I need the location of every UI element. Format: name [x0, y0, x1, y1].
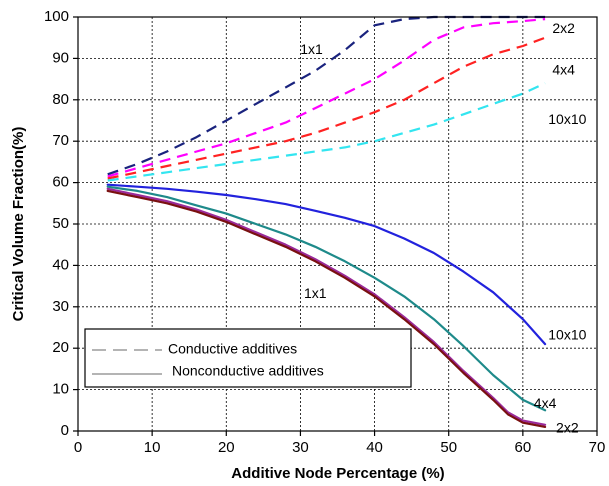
y-tick-label: 90	[52, 49, 69, 66]
series-line-7	[106, 187, 547, 426]
y-tick-label: 30	[52, 298, 69, 315]
legend-box	[84, 328, 412, 388]
annotation-label: 10x10	[548, 111, 586, 127]
y-tick-label: 20	[52, 339, 69, 356]
annotation-label: 4x4	[534, 395, 557, 411]
annotation-label: 2x2	[556, 420, 579, 436]
y-tick-label: 40	[52, 256, 69, 273]
annotation-label: 4x4	[552, 62, 575, 78]
x-tick-label: 20	[218, 439, 235, 456]
x-tick-label: 10	[144, 439, 161, 456]
annotations: 1x1 2x2 4x4 10x10 1x1 10x10 4x4 2x2	[300, 20, 586, 436]
series-line-2	[107, 18, 546, 178]
annotation-label: 1x1	[304, 285, 327, 301]
x-axis-label: Additive Node Percentage (%)	[231, 465, 444, 482]
y-tick-label: 100	[44, 8, 69, 25]
y-axis-label: Critical Volume Fraction(%)	[10, 127, 27, 322]
x-tick-label: 40	[366, 439, 383, 456]
annotation-label: 10x10	[548, 326, 586, 342]
series-group	[106, 15, 547, 428]
annotation-label: 2x2	[552, 20, 575, 36]
x-tick-label: 60	[515, 439, 532, 456]
y-tick-label: 10	[52, 381, 69, 398]
y-tick-label: 50	[52, 215, 69, 232]
axes: 0 10 20 30 40 50 60 70 0 10 20 30 40 50 60 70 80 90 100	[44, 8, 605, 456]
series-line-4	[107, 82, 546, 182]
legend-label-conductive: Conductive additives	[168, 341, 297, 357]
series-line-1	[107, 15, 546, 176]
series-line-5	[106, 183, 547, 346]
y-tick-label: 0	[61, 422, 69, 439]
annotation-label: 1x1	[300, 41, 323, 57]
series-line-8	[106, 189, 547, 428]
y-tick-label: 80	[52, 91, 69, 108]
series-line-6	[106, 185, 547, 412]
series-line-3	[107, 36, 546, 180]
y-tick-label: 60	[52, 174, 69, 191]
legend-label-nonconductive: Nonconductive additives	[172, 363, 324, 379]
x-tick-label: 50	[440, 439, 457, 456]
y-tick-label: 70	[52, 132, 69, 149]
x-tick-label: 0	[74, 439, 82, 456]
legend: Conductive additives Nonconductive addit…	[84, 328, 412, 388]
x-tick-label: 30	[292, 439, 309, 456]
x-tick-label: 70	[589, 439, 606, 456]
